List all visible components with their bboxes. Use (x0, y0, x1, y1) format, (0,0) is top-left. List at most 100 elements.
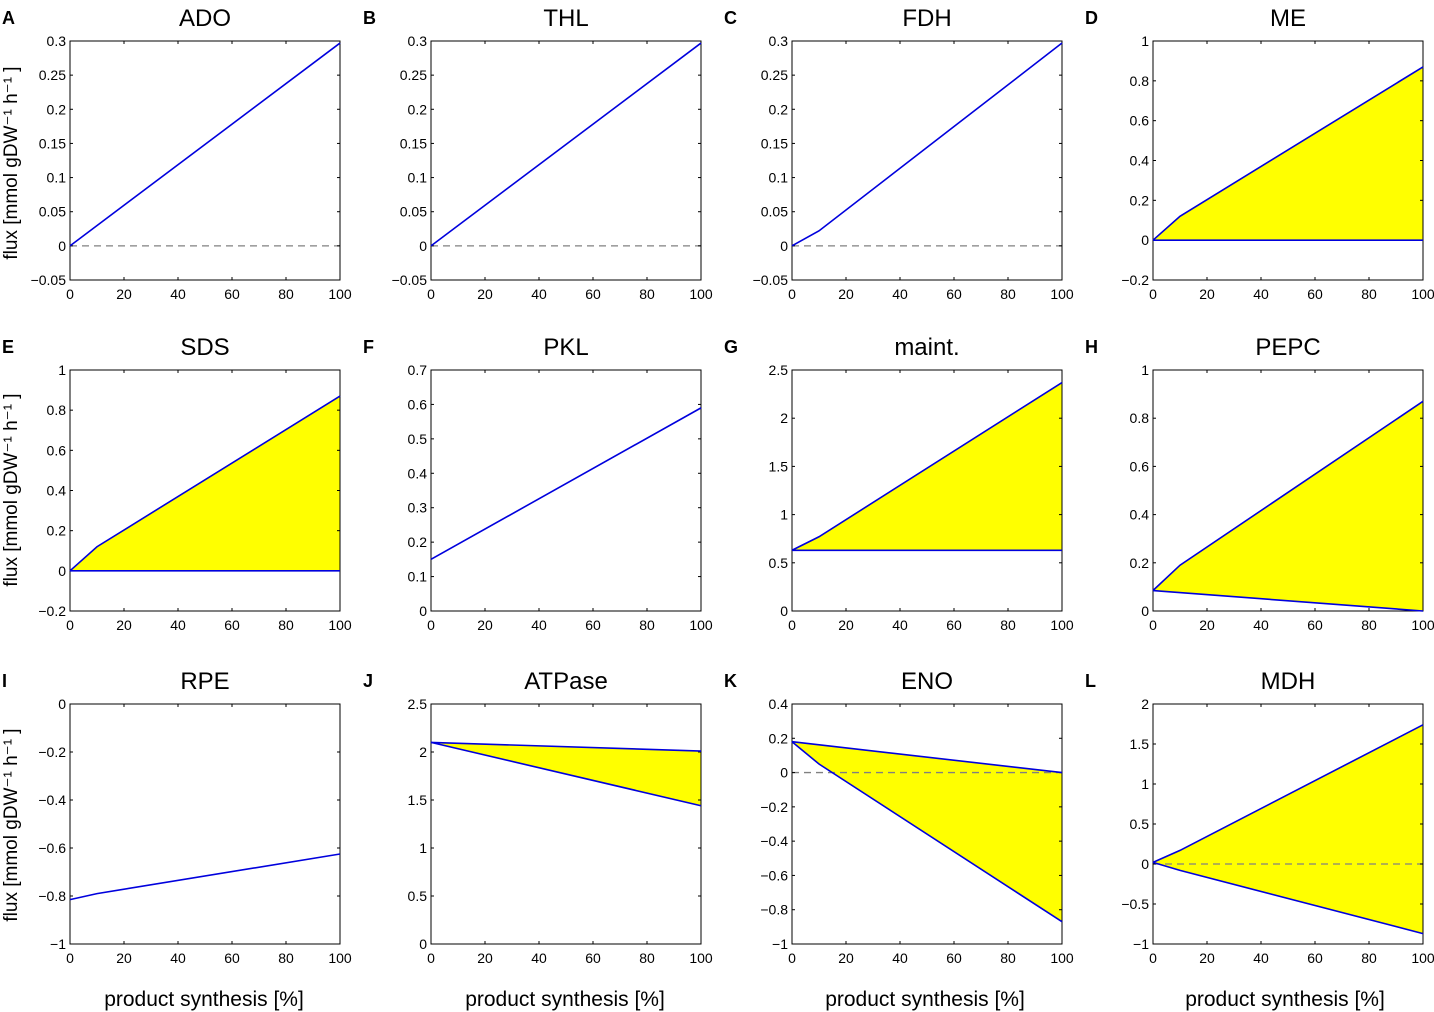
x-tick-label: 0 (66, 286, 74, 302)
x-tick-label: 100 (328, 286, 352, 302)
y-tick-label: 0 (780, 765, 788, 781)
chart-title: ADO (179, 5, 231, 32)
y-tick-label: 0.7 (408, 362, 428, 378)
y-tick-label: 0 (419, 936, 427, 952)
x-tick-label: 20 (1199, 617, 1215, 633)
ylabel-row-2: flux [mmol gDW⁻¹ h⁻¹ ] (1, 393, 22, 586)
y-tick-label: 1 (1141, 33, 1149, 49)
y-tick-label: 0.6 (1130, 113, 1150, 129)
x-tick-label: 60 (585, 617, 601, 633)
chart-title: FDH (902, 5, 951, 32)
chart-title: PKL (543, 334, 588, 361)
x-tick-label: 40 (892, 286, 908, 302)
series-line-flux (431, 408, 701, 559)
y-tick-label: −0.05 (753, 272, 789, 288)
y-tick-label: 0.4 (769, 696, 789, 712)
y-tick-label: 0.3 (47, 33, 67, 49)
x-tick-label: 60 (946, 286, 962, 302)
x-tick-label: 40 (531, 286, 547, 302)
x-tick-label: 40 (1253, 617, 1269, 633)
series-line-flux (70, 43, 340, 246)
y-tick-label: 1 (1141, 776, 1149, 792)
y-tick-label: 0.8 (47, 402, 67, 418)
feasible-range-area (70, 396, 340, 571)
y-tick-label: 0.3 (769, 33, 789, 49)
feasible-range-area (1153, 67, 1423, 240)
x-tick-label: 100 (328, 617, 352, 633)
y-tick-label: 0.2 (408, 534, 428, 550)
y-tick-label: 0.4 (1130, 153, 1150, 169)
x-tick-label: 40 (892, 617, 908, 633)
x-tick-label: 100 (1050, 950, 1074, 966)
y-tick-label: 0.4 (47, 483, 67, 499)
x-tick-label: 20 (1199, 950, 1215, 966)
axes-box (792, 41, 1062, 280)
y-tick-label: 1 (419, 840, 427, 856)
y-tick-label: 1.5 (408, 792, 428, 808)
y-tick-label: 0.05 (400, 204, 427, 220)
x-tick-label: 20 (116, 617, 132, 633)
x-tick-label: 20 (1199, 286, 1215, 302)
y-tick-label: 0.3 (408, 500, 428, 516)
x-tick-label: 100 (689, 286, 713, 302)
x-tick-label: 80 (1000, 950, 1016, 966)
y-tick-label: 0.25 (400, 67, 427, 83)
x-tick-label: 40 (531, 950, 547, 966)
x-tick-label: 20 (116, 286, 132, 302)
x-tick-label: 80 (1361, 617, 1377, 633)
chart-title: ME (1270, 5, 1306, 32)
panel-sds: E SDS0 20 40 60 80 100−0.200.20.40.60.81 (2, 334, 352, 633)
y-tick-label: −0.6 (760, 867, 788, 883)
y-tick-label: −0.4 (38, 792, 66, 808)
x-tick-label: 60 (1307, 950, 1323, 966)
y-tick-label: −0.2 (760, 799, 788, 815)
x-tick-label: 40 (170, 950, 186, 966)
x-tick-label: 40 (170, 617, 186, 633)
chart-title: SDS (180, 334, 229, 361)
x-tick-label: 100 (689, 950, 713, 966)
y-tick-label: 1 (58, 362, 66, 378)
xlabel-col-2: product synthesis [%] (465, 988, 665, 1011)
y-tick-label: 0 (419, 238, 427, 254)
y-tick-label: 0 (58, 563, 66, 579)
y-tick-label: 0.5 (1130, 816, 1150, 832)
panel-mdh: L MDH 0 20 40 60 80 100 −1 −0.5 0 0.5 1 1.5 2 (1085, 668, 1434, 966)
y-tick-label: −0.8 (38, 888, 66, 904)
y-tick-label: 0 (419, 603, 427, 619)
y-tick-label: −1 (1133, 936, 1149, 952)
x-tick-label: 80 (1361, 286, 1377, 302)
x-tick-label: 60 (946, 617, 962, 633)
y-tick-label: −0.05 (31, 272, 67, 288)
x-tick-label: 20 (838, 950, 854, 966)
panel-letter: J (363, 671, 373, 691)
panel-letter: K (724, 671, 737, 691)
panel-letter: E (2, 337, 14, 357)
y-tick-label: −0.5 (1121, 896, 1149, 912)
x-tick-label: 100 (1411, 617, 1434, 633)
x-tick-label: 0 (1149, 286, 1157, 302)
y-tick-label: −1 (772, 936, 788, 952)
panel-letter: L (1085, 671, 1096, 691)
x-tick-label: 60 (224, 617, 240, 633)
x-tick-label: 100 (1050, 286, 1074, 302)
axes-box (70, 704, 340, 944)
x-tick-label: 100 (1411, 286, 1434, 302)
y-tick-label: 0.25 (39, 67, 66, 83)
ylabel-row-3: flux [mmol gDW⁻¹ h⁻¹ ] (1, 728, 22, 921)
y-tick-label: 0.3 (408, 33, 428, 49)
panel-letter: I (2, 671, 7, 691)
y-tick-label: 0.2 (1130, 192, 1150, 208)
panel-letter: H (1085, 337, 1098, 357)
x-tick-label: 80 (278, 286, 294, 302)
xlabel-col-4: product synthesis [%] (1185, 988, 1385, 1011)
x-tick-label: 80 (639, 286, 655, 302)
y-tick-label: 0.15 (39, 135, 66, 151)
x-tick-label: 0 (788, 950, 796, 966)
y-tick-label: −0.05 (392, 272, 428, 288)
panel-pepc: H PEPC 0 20 40 60 80 100 0 0.2 0.4 0.6 0.8 1 (1085, 334, 1434, 633)
y-tick-label: 1.5 (769, 458, 789, 474)
panel-rpe: I RPE0 20 40 60 80 100−1−0.8−0.6−0.4−0.20 (2, 668, 352, 966)
axes-box (431, 370, 701, 611)
x-tick-label: 20 (116, 950, 132, 966)
